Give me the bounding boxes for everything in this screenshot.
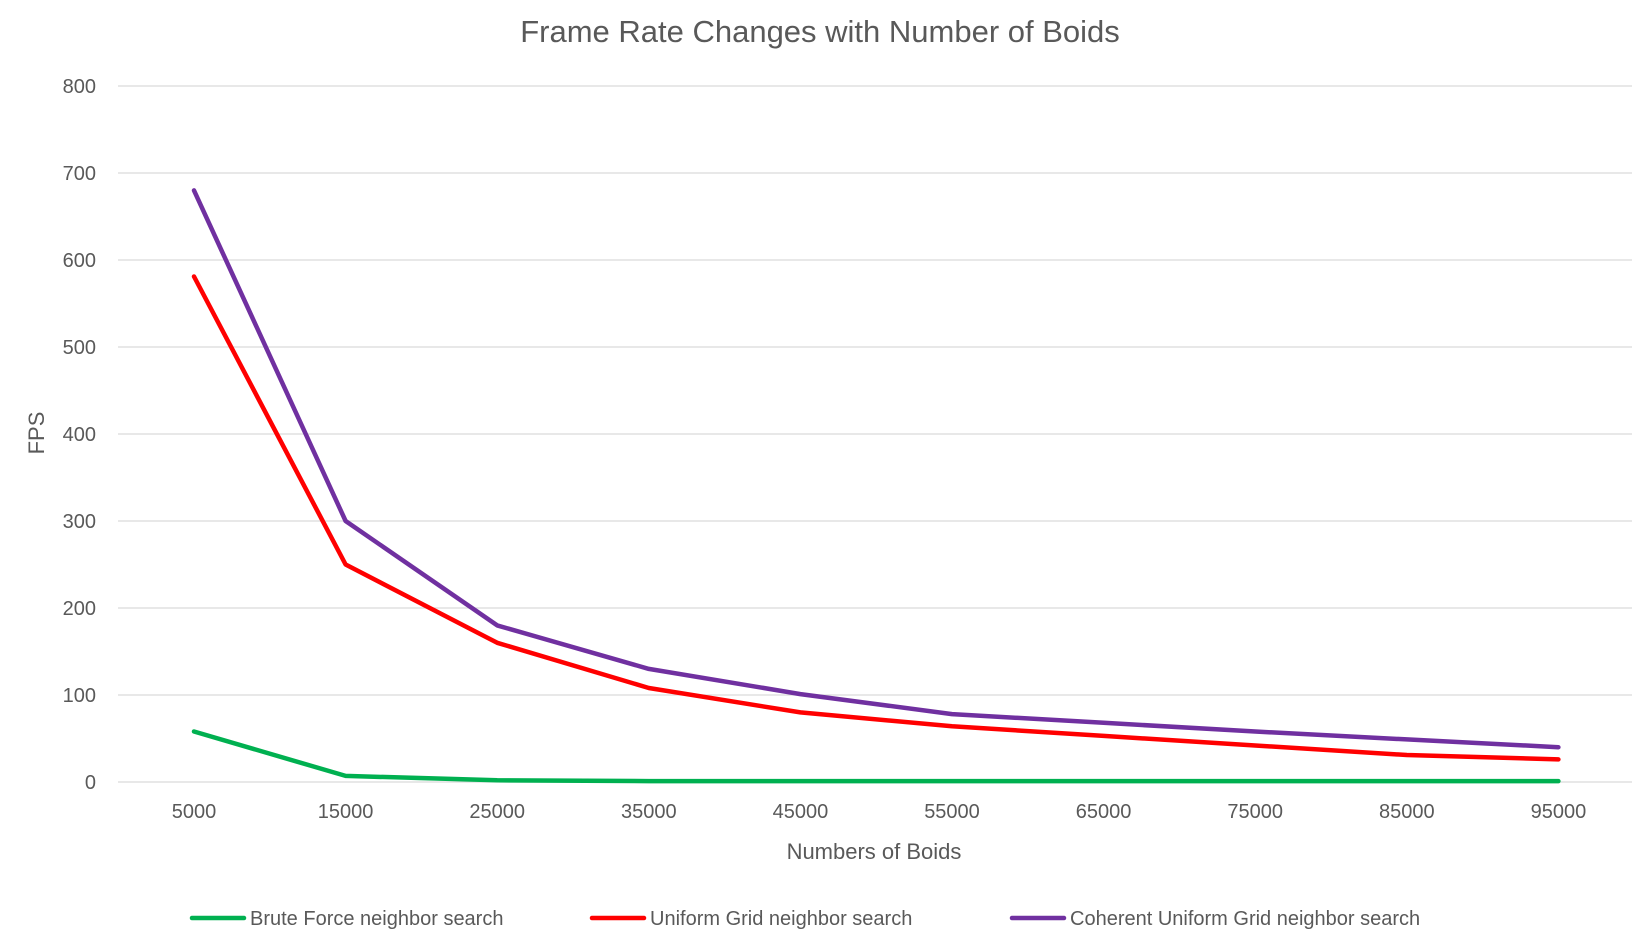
y-tick-label: 300	[63, 511, 96, 533]
gridlines	[118, 85, 1632, 783]
x-axis-label: Numbers of Boids	[787, 839, 962, 864]
chart-title: Frame Rate Changes with Number of Boids	[520, 14, 1120, 49]
x-tick-label: 65000	[1076, 801, 1132, 823]
y-tick-label: 600	[63, 250, 96, 272]
legend: Brute Force neighbor search Uniform Grid …	[189, 908, 1420, 930]
y-tick-label: 200	[63, 598, 96, 620]
x-tick-label: 85000	[1379, 801, 1435, 823]
y-tick-label: 700	[63, 163, 96, 185]
x-tick-label: 25000	[469, 801, 525, 823]
y-tick-label: 400	[63, 424, 96, 446]
legend-label-0: Brute Force neighbor search	[250, 908, 503, 930]
x-tick-label: 55000	[924, 801, 980, 823]
x-tick-label: 5000	[172, 801, 217, 823]
series-line-2	[191, 188, 1561, 750]
y-tick-label: 500	[63, 337, 96, 359]
x-axis-tick-labels: 5000 15000 25000 35000 45000 55000 65000 75000 8…	[172, 801, 1586, 823]
y-tick-label: 0	[85, 772, 96, 794]
y-axis-label: FPS	[24, 412, 49, 455]
y-axis-tick-labels: 0 100 200 300 400 500 600 700 800	[63, 76, 96, 794]
y-tick-label: 800	[63, 76, 96, 98]
x-tick-label: 35000	[621, 801, 677, 823]
legend-label-1: Uniform Grid neighbor search	[650, 908, 912, 930]
x-tick-label: 45000	[773, 801, 829, 823]
legend-label-2: Coherent Uniform Grid neighbor search	[1070, 908, 1420, 930]
series-line-0	[191, 729, 1561, 784]
x-tick-label: 95000	[1531, 801, 1587, 823]
y-tick-label: 100	[63, 685, 96, 707]
x-tick-label: 75000	[1227, 801, 1283, 823]
x-tick-label: 15000	[318, 801, 374, 823]
series-line-1	[191, 274, 1561, 762]
series-lines	[191, 188, 1561, 784]
